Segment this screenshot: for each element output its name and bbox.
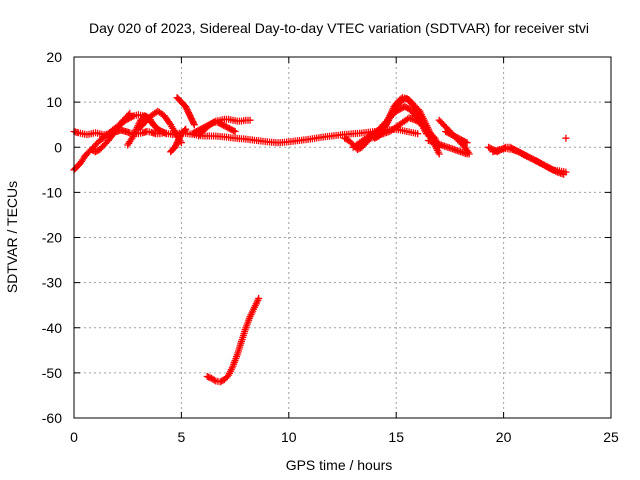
data-point xyxy=(435,150,443,158)
data-point xyxy=(210,376,218,384)
x-tick-label: 15 xyxy=(388,429,404,445)
data-point xyxy=(422,130,430,138)
series-arc-c xyxy=(87,109,134,156)
data-point xyxy=(183,106,191,114)
data-point xyxy=(521,151,529,159)
data-point xyxy=(526,154,534,162)
series-arc-s xyxy=(489,145,568,178)
data-point xyxy=(465,150,473,158)
data-point xyxy=(246,116,254,124)
data-point xyxy=(172,140,180,148)
data-point xyxy=(182,104,190,112)
y-tick-label: -30 xyxy=(42,275,62,291)
y-axis-title: SDTVAR / TECUs xyxy=(4,181,20,293)
data-points xyxy=(70,94,570,386)
data-point xyxy=(529,155,537,163)
y-tick-label: -10 xyxy=(42,184,62,200)
data-point xyxy=(523,152,531,160)
data-point xyxy=(187,115,195,123)
data-point xyxy=(171,143,179,151)
data-point xyxy=(560,170,568,178)
data-point xyxy=(188,116,196,124)
series-outlier xyxy=(562,134,570,142)
y-tick-label: -50 xyxy=(42,365,62,381)
data-point xyxy=(124,111,132,119)
x-tick-label: 0 xyxy=(70,429,78,445)
data-point xyxy=(185,109,193,117)
series-arc-n xyxy=(371,95,430,142)
data-point xyxy=(185,110,193,118)
y-tick-label: 10 xyxy=(46,94,62,110)
data-point xyxy=(550,167,558,174)
series-arc-i xyxy=(195,115,254,140)
data-point xyxy=(181,126,189,134)
data-point xyxy=(562,134,570,142)
data-point xyxy=(230,127,238,135)
data-point xyxy=(187,113,195,121)
data-point xyxy=(462,138,470,146)
data-point xyxy=(173,139,181,147)
data-point xyxy=(549,166,556,174)
series-arc-d xyxy=(124,112,170,149)
y-tick-label: -60 xyxy=(42,410,62,426)
chart-title: Day 020 of 2023, Sidereal Day-to-day VTE… xyxy=(89,20,589,36)
y-tick-label: 20 xyxy=(46,49,62,65)
data-point xyxy=(552,167,560,175)
y-tick-label: -20 xyxy=(42,230,62,246)
data-point xyxy=(161,129,169,137)
data-point xyxy=(162,130,170,138)
data-point xyxy=(175,136,182,144)
data-point xyxy=(414,130,422,138)
x-tick-label: 20 xyxy=(496,429,512,445)
data-point xyxy=(190,121,198,129)
data-point xyxy=(547,165,555,173)
data-point xyxy=(172,142,180,150)
data-point xyxy=(176,133,184,141)
data-point xyxy=(175,134,183,142)
data-point xyxy=(463,139,471,147)
data-point xyxy=(182,103,190,111)
data-point xyxy=(231,128,239,135)
series-arc-g xyxy=(173,94,198,129)
data-point xyxy=(126,109,134,117)
data-point xyxy=(255,294,263,302)
x-tick-label: 25 xyxy=(603,429,619,445)
grid-lines xyxy=(74,57,611,418)
data-point xyxy=(524,153,532,161)
series-arc-j xyxy=(203,294,263,386)
data-point xyxy=(190,119,198,127)
series-arc-q xyxy=(442,128,471,147)
data-point xyxy=(186,112,194,120)
series-arc-f xyxy=(167,125,190,156)
y-tick-label: -40 xyxy=(42,320,62,336)
data-point xyxy=(182,125,190,133)
x-tick-label: 10 xyxy=(281,429,297,445)
data-point xyxy=(174,137,182,145)
y-tick-label: 0 xyxy=(54,139,62,155)
x-tick-label: 5 xyxy=(178,429,186,445)
axis-ticks: 0 5 10 15 20 25 -60 -50 -40 -30 -20 -10 0 10 20 xyxy=(42,49,619,445)
series-arc-o xyxy=(424,137,471,158)
x-axis-title: GPS time / hours xyxy=(286,457,393,473)
data-point xyxy=(184,107,192,115)
data-point xyxy=(528,155,535,162)
data-point xyxy=(189,118,197,126)
data-point xyxy=(210,118,218,126)
